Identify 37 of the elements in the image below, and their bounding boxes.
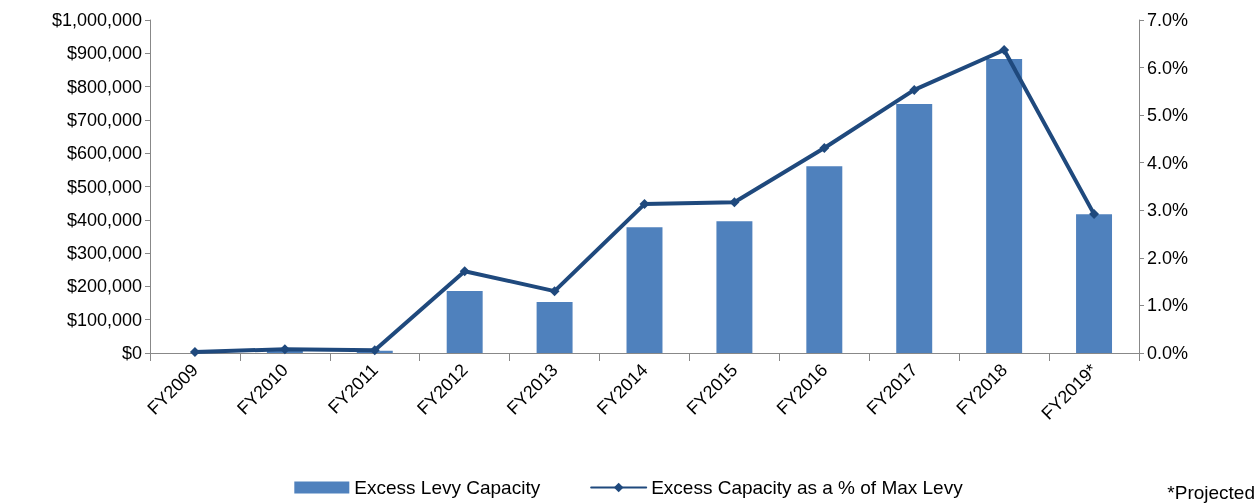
bar <box>806 166 843 353</box>
y-tick-label: $500,000 <box>66 176 142 197</box>
y2-tick-label: 7.0% <box>1147 10 1189 30</box>
bar <box>1076 214 1113 353</box>
y2-tick-label: 3.0% <box>1147 200 1189 221</box>
y-tick-label: $0 <box>121 343 142 363</box>
bar <box>446 291 483 353</box>
y-tick-label: $700,000 <box>66 109 142 130</box>
bar <box>896 103 933 353</box>
point <box>999 44 1010 55</box>
y-tick-label: $200,000 <box>66 276 142 297</box>
y-tick-label: $900,000 <box>66 43 142 64</box>
point <box>819 142 830 153</box>
y-tick-label: $100,000 <box>66 309 142 330</box>
point <box>549 286 560 297</box>
point <box>1089 209 1100 220</box>
y2-tick-label: 1.0% <box>1147 295 1189 316</box>
point <box>459 266 470 277</box>
y-tick-label: $300,000 <box>66 243 142 264</box>
y2-tick-label: 4.0% <box>1147 152 1189 173</box>
y2-tick-label: 5.0% <box>1147 105 1189 126</box>
legend-label: Excess Capacity as a % of Max Levy <box>651 477 964 498</box>
y-tick-label: $400,000 <box>66 209 142 230</box>
bar <box>626 227 663 353</box>
point <box>909 84 920 95</box>
bar <box>716 221 753 353</box>
y2-tick-label: 2.0% <box>1147 247 1189 268</box>
y2-tick-label: 0.0% <box>1147 343 1189 363</box>
y-tick-label: $1,000,000 <box>51 10 142 30</box>
bar <box>986 58 1023 353</box>
bar <box>536 302 573 353</box>
y2-tick-label: 6.0% <box>1147 57 1189 78</box>
text: *Projected <box>1167 482 1256 503</box>
point <box>729 197 740 208</box>
y-tick-label: $800,000 <box>66 76 142 97</box>
legend-label: Excess Levy Capacity <box>354 477 541 498</box>
y-tick-label: $600,000 <box>66 143 142 164</box>
